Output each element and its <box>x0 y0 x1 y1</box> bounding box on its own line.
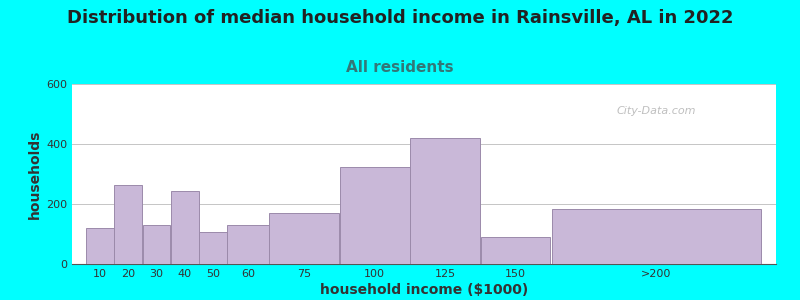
Text: All residents: All residents <box>346 60 454 75</box>
Bar <box>142 225 170 264</box>
Bar <box>410 138 480 264</box>
Bar <box>86 228 114 264</box>
Y-axis label: households: households <box>28 129 42 219</box>
Text: Distribution of median household income in Rainsville, AL in 2022: Distribution of median household income … <box>66 9 734 27</box>
Bar <box>114 184 142 264</box>
Bar <box>199 232 226 264</box>
X-axis label: household income ($1000): household income ($1000) <box>320 283 528 297</box>
Bar <box>340 167 410 264</box>
Text: City-Data.com: City-Data.com <box>617 106 696 116</box>
Bar <box>481 237 550 264</box>
Bar <box>270 213 339 264</box>
Bar <box>170 190 198 264</box>
Bar <box>552 208 761 264</box>
Bar <box>227 225 269 264</box>
